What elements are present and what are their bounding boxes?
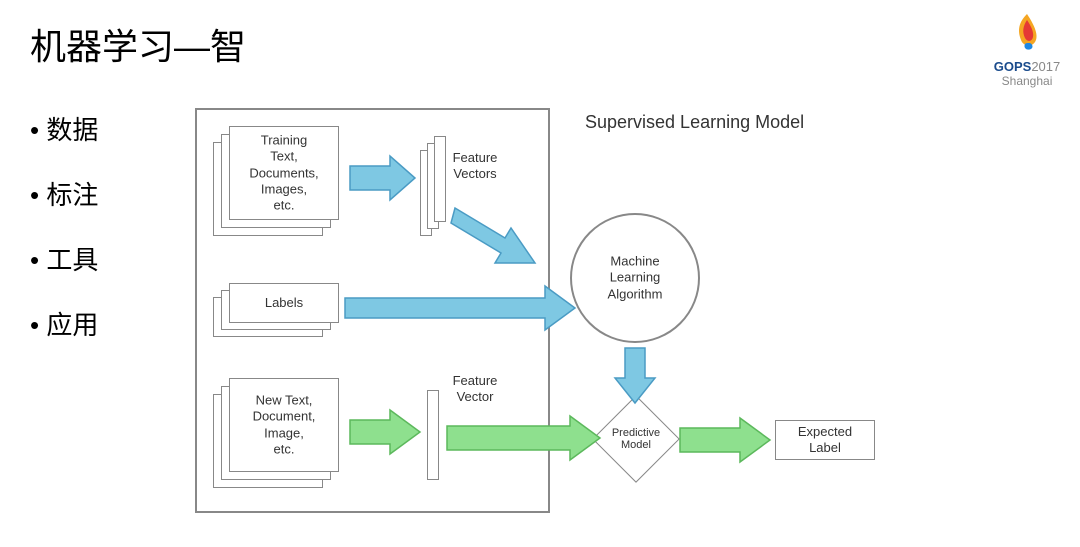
labels-label: Labels xyxy=(230,295,338,311)
page-title: 机器学习—智 xyxy=(30,18,246,70)
feature-vector-label: Feature Vector xyxy=(445,373,505,404)
training-data-label: Training Text, Documents, Images, etc. xyxy=(230,132,338,213)
supervised-learning-diagram: Supervised Learning Model Training Text,… xyxy=(195,108,995,518)
bullet-list: 数据 标注 工具 应用 xyxy=(30,110,98,370)
expected-label-node: Expected Label xyxy=(775,420,875,460)
new-data-label: New Text, Document, Image, etc. xyxy=(230,393,338,458)
flame-icon xyxy=(1005,10,1049,54)
bullet-item: 标注 xyxy=(30,175,98,212)
bullet-item: 工具 xyxy=(30,240,98,277)
ml-algorithm-label: Machine Learning Algorithm xyxy=(572,254,698,303)
logo-city: Shanghai xyxy=(992,74,1062,88)
bullet-item: 应用 xyxy=(30,305,98,342)
arrow-model-to-expected xyxy=(680,418,770,462)
event-logo: GOPS2017 Shanghai xyxy=(992,10,1062,88)
feature-vector-bar xyxy=(427,390,441,490)
labels-stack: Labels xyxy=(213,283,343,338)
predictive-model-node: Predictive Model xyxy=(592,395,680,483)
feature-vectors-label: Feature Vectors xyxy=(445,150,505,181)
logo-brand: GOPS xyxy=(994,59,1032,74)
bullet-item: 数据 xyxy=(30,110,98,147)
training-data-stack: Training Text, Documents, Images, etc. xyxy=(213,126,343,236)
diagram-title: Supervised Learning Model xyxy=(585,112,804,133)
predictive-model-label: Predictive Model xyxy=(606,427,666,451)
ml-algorithm-node: Machine Learning Algorithm xyxy=(570,213,700,343)
logo-year: 2017 xyxy=(1031,59,1060,74)
new-data-stack: New Text, Document, Image, etc. xyxy=(213,378,343,488)
expected-label-text: Expected Label xyxy=(798,424,852,455)
